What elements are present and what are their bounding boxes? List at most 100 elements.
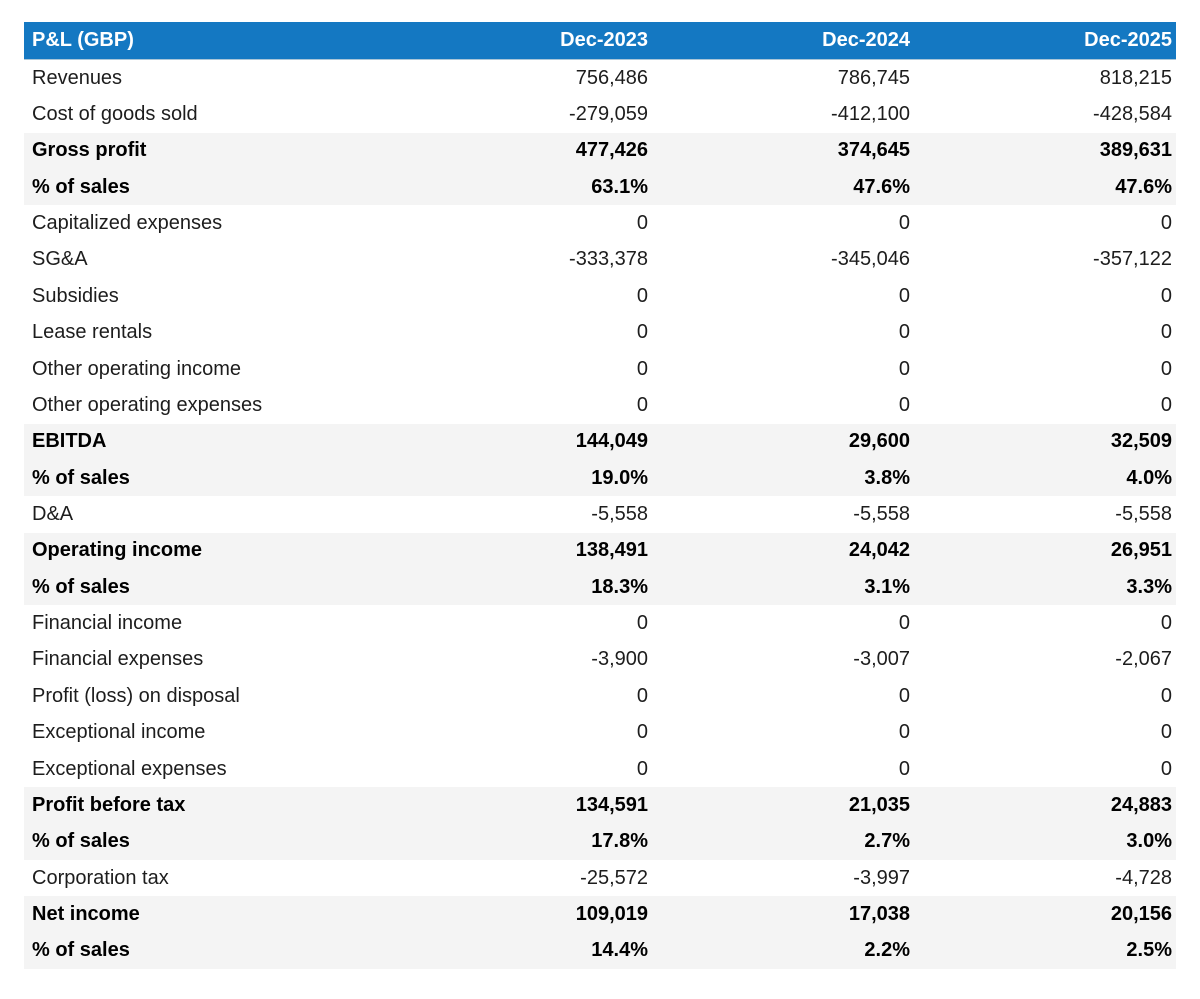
cell-value: 0 [652,387,914,424]
row-label: EBITDA [24,423,390,460]
cell-value: -279,059 [390,96,652,133]
table-row: Net income 109,019 17,038 20,156 [24,896,1176,933]
cell-value: 47.6% [914,169,1176,206]
cell-value: 818,215 [914,59,1176,97]
cell-value: 109,019 [390,896,652,933]
table-row: Operating income 138,491 24,042 26,951 [24,532,1176,570]
cell-value: 32,509 [914,423,1176,460]
pnl-table-container: P&L (GBP) Dec-2023 Dec-2024 Dec-2025 Rev… [24,22,1176,969]
cell-value: 3.0% [914,823,1176,860]
cell-value: 3.1% [652,569,914,606]
row-label: Lease rentals [24,314,390,351]
table-row: Capitalized expenses 0 0 0 [24,205,1176,242]
cell-value: -3,900 [390,641,652,679]
cell-value: 0 [914,350,1176,388]
table-row: Financial income 0 0 0 [24,605,1176,642]
row-label: Net income [24,896,390,933]
row-label: Operating income [24,532,390,570]
table-row: SG&A -333,378 -345,046 -357,122 [24,241,1176,279]
cell-value: 3.3% [914,569,1176,606]
cell-value: 0 [390,278,652,315]
table-row: % of sales 14.4% 2.2% 2.5% [24,932,1176,969]
cell-value: 2.7% [652,823,914,860]
table-row: Corporation tax -25,572 -3,997 -4,728 [24,859,1176,897]
cell-value: 134,591 [390,787,652,824]
row-label: Gross profit [24,132,390,170]
cell-value: 0 [914,205,1176,242]
row-label: Other operating income [24,350,390,388]
cell-value: 0 [914,387,1176,424]
cell-value: 0 [390,750,652,788]
table-body: Revenues 756,486 786,745 818,215 Cost of goo… [24,59,1176,969]
cell-value: -333,378 [390,241,652,279]
cell-value: -412,100 [652,96,914,133]
cell-value: -4,728 [914,859,1176,897]
cell-value: 756,486 [390,59,652,97]
table-row: Exceptional expenses 0 0 0 [24,750,1176,788]
cell-value: 0 [914,314,1176,351]
cell-value: 63.1% [390,169,652,206]
cell-value: 0 [390,605,652,642]
row-label: % of sales [24,932,390,969]
cell-value: 0 [652,278,914,315]
row-label: Other operating expenses [24,387,390,424]
cell-value: 18.3% [390,569,652,606]
cell-value: 138,491 [390,532,652,570]
column-header-dec-2023: Dec-2023 [390,22,652,60]
cell-value: 47.6% [652,169,914,206]
cell-value: 0 [652,714,914,751]
cell-value: 0 [652,605,914,642]
cell-value: 144,049 [390,423,652,460]
row-label: Financial income [24,605,390,642]
cell-value: 17,038 [652,896,914,933]
table-row: % of sales 63.1% 47.6% 47.6% [24,169,1176,206]
table-row: Other operating income 0 0 0 [24,350,1176,388]
cell-value: 0 [390,678,652,715]
row-label: Subsidies [24,278,390,315]
cell-value: -2,067 [914,641,1176,679]
cell-value: 24,883 [914,787,1176,824]
row-label: Exceptional income [24,714,390,751]
cell-value: 2.2% [652,932,914,969]
row-label: % of sales [24,459,390,497]
table-row: Profit (loss) on disposal 0 0 0 [24,678,1176,715]
cell-value: 20,156 [914,896,1176,933]
table-row: Exceptional income 0 0 0 [24,714,1176,751]
row-label: Corporation tax [24,859,390,897]
row-label: % of sales [24,823,390,860]
table-row: % of sales 18.3% 3.1% 3.3% [24,569,1176,606]
cell-value: 0 [390,714,652,751]
row-label: Profit before tax [24,787,390,824]
pnl-table: P&L (GBP) Dec-2023 Dec-2024 Dec-2025 Rev… [24,22,1176,969]
row-label: Cost of goods sold [24,96,390,133]
table-title: P&L (GBP) [24,22,390,60]
cell-value: -3,007 [652,641,914,679]
cell-value: 2.5% [914,932,1176,969]
table-row: Profit before tax 134,591 21,035 24,883 [24,787,1176,824]
table-row: Subsidies 0 0 0 [24,278,1176,315]
cell-value: -345,046 [652,241,914,279]
row-label: Financial expenses [24,641,390,679]
table-header: P&L (GBP) Dec-2023 Dec-2024 Dec-2025 [24,22,1176,60]
cell-value: -5,558 [390,496,652,533]
cell-value: 0 [390,314,652,351]
column-header-dec-2024: Dec-2024 [652,22,914,60]
cell-value: 0 [914,678,1176,715]
cell-value: 0 [652,205,914,242]
cell-value: 17.8% [390,823,652,860]
cell-value: 0 [390,350,652,388]
cell-value: 786,745 [652,59,914,97]
cell-value: 389,631 [914,132,1176,170]
cell-value: 0 [652,678,914,715]
cell-value: 0 [914,750,1176,788]
cell-value: -3,997 [652,859,914,897]
column-header-dec-2025: Dec-2025 [914,22,1176,60]
cell-value: 0 [652,350,914,388]
cell-value: 0 [390,387,652,424]
table-row: D&A -5,558 -5,558 -5,558 [24,496,1176,533]
table-row: % of sales 17.8% 2.7% 3.0% [24,823,1176,860]
table-row: Lease rentals 0 0 0 [24,314,1176,351]
cell-value: 0 [914,714,1176,751]
row-label: Revenues [24,59,390,97]
